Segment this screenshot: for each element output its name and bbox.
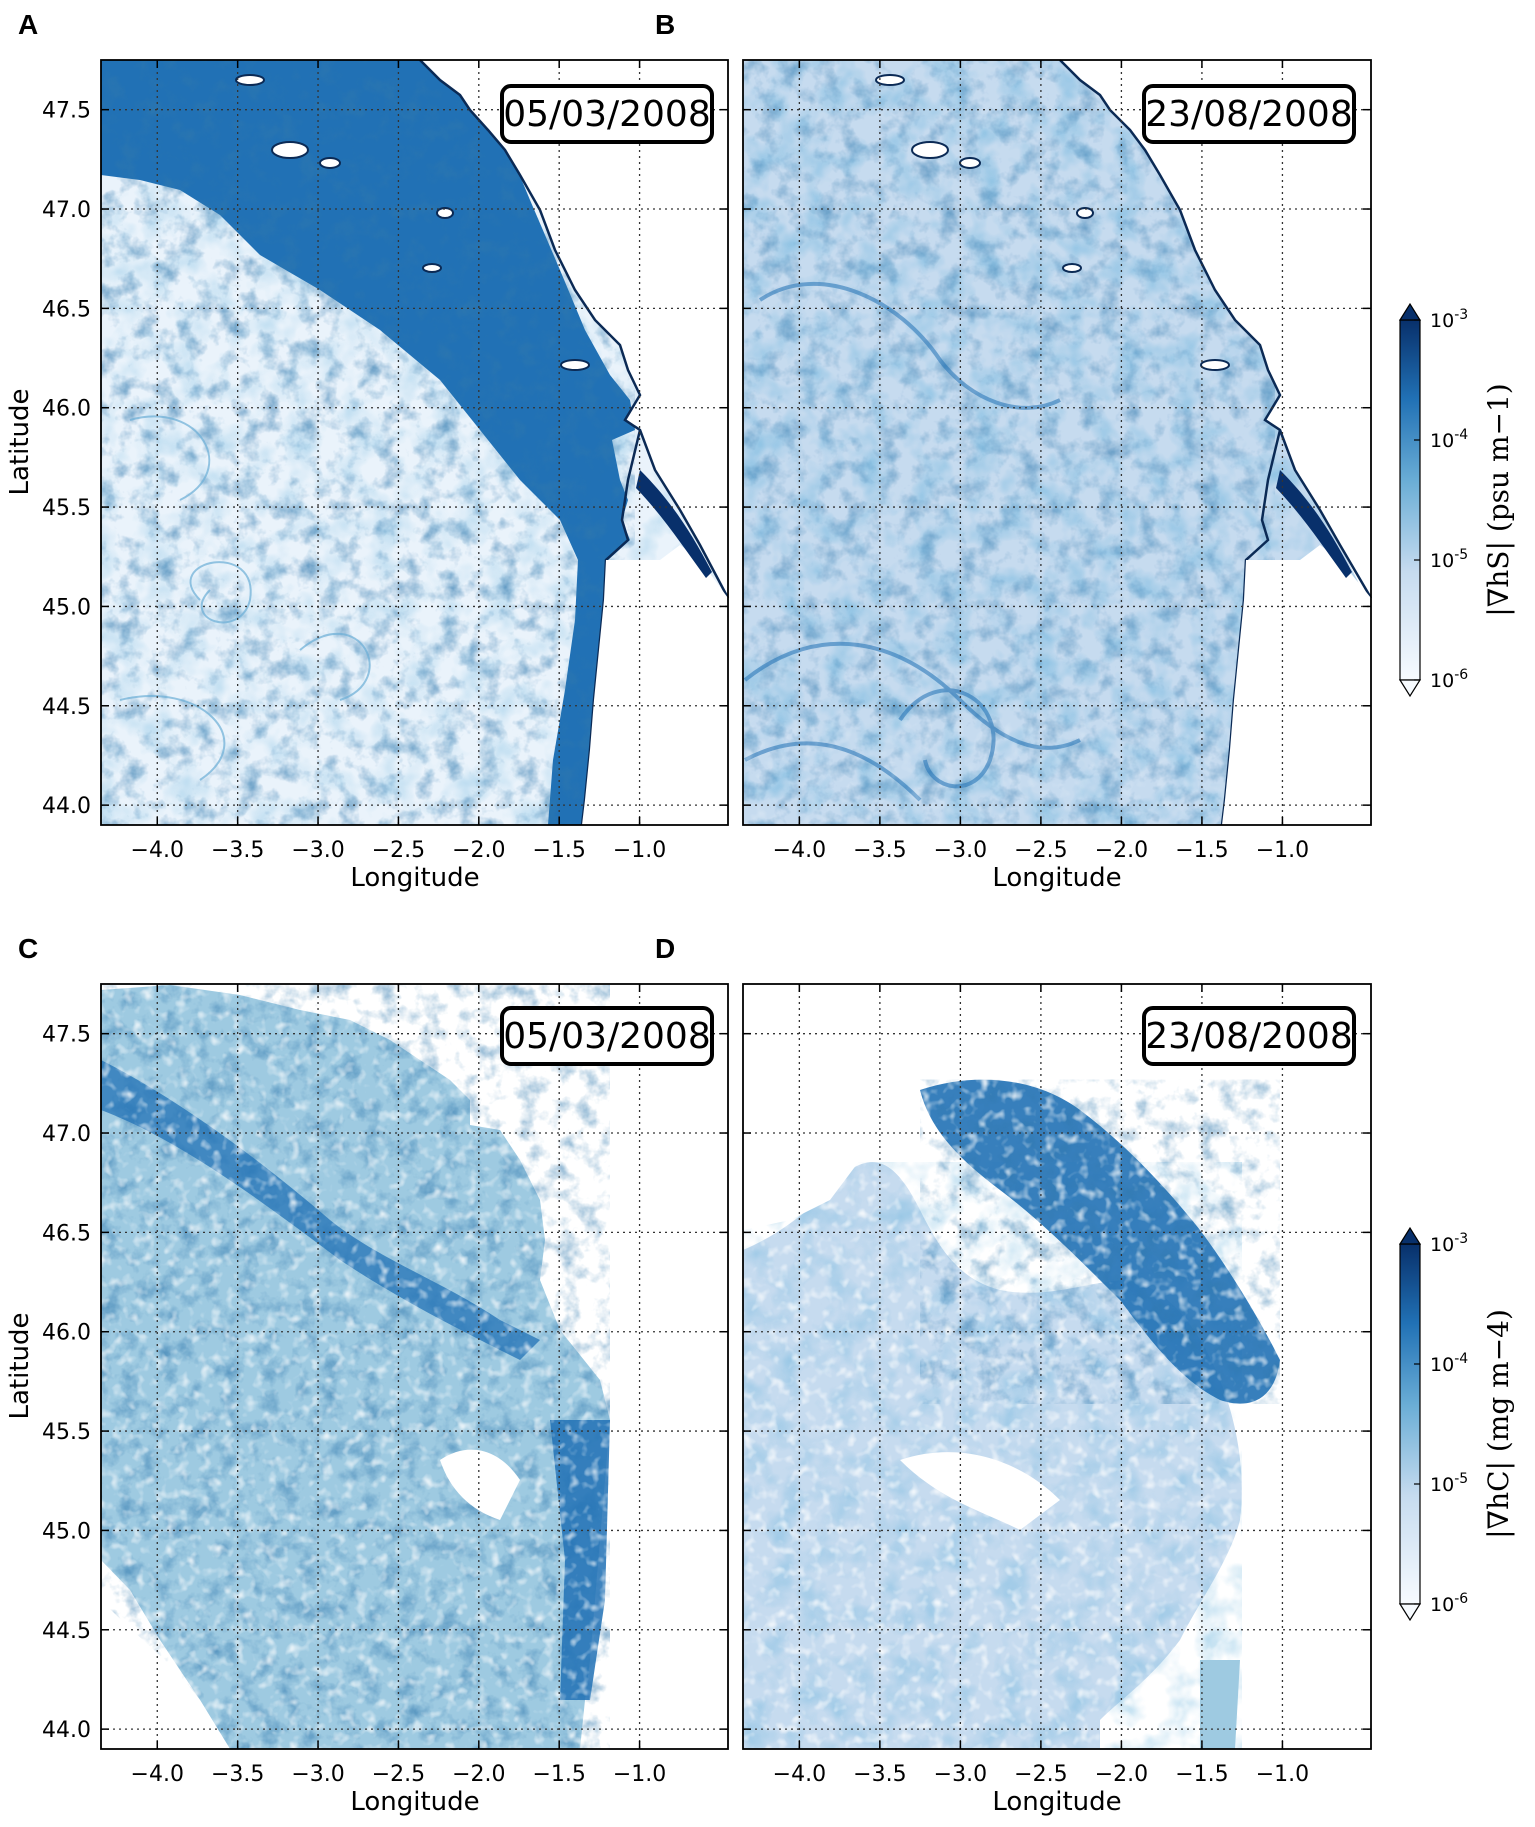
x-tick-label: −3.5 — [211, 838, 264, 863]
colorbar-tick-label: 10-4 — [1430, 427, 1468, 452]
y-tick-label: 44.0 — [42, 1718, 91, 1743]
x-tick-label: −4.0 — [773, 1762, 826, 1787]
colorbar-tick-label: 10-6 — [1430, 667, 1468, 692]
y-tick-label: 45.5 — [42, 496, 91, 521]
axes: −4.0 −3.5 −3.0 −2.5 −2.0 −1.5 −1.0 44.0 44.5 45.0… — [42, 59, 1372, 1787]
y-tick-label: 45.0 — [42, 1519, 91, 1544]
panel-letter-d: D — [655, 933, 675, 964]
x-tick-label: −2.0 — [452, 838, 505, 863]
colorbar-bottom: 10-3 10-4 10-5 10-6 |∇hC| (mg m−4) — [1398, 1226, 1515, 1622]
svg-text:05/03/2008: 05/03/2008 — [503, 1016, 711, 1057]
x-tick-label: −2.5 — [372, 1762, 425, 1787]
plot-frame — [100, 983, 729, 1750]
y-tick-label: 44.5 — [42, 695, 91, 720]
x-tick-label: −3.0 — [934, 838, 987, 863]
x-tick-label: −2.0 — [1095, 838, 1148, 863]
y-tick-label: 44.5 — [42, 1619, 91, 1644]
x-tick-label: −1.5 — [532, 838, 585, 863]
y-tick-label: 47.5 — [42, 1023, 91, 1048]
y-tick-label: 47.5 — [42, 99, 91, 124]
x-tick-label: −4.0 — [773, 838, 826, 863]
x-tick-label: −4.0 — [131, 838, 184, 863]
colorbar-tick-label: 10-5 — [1430, 1471, 1468, 1496]
x-tick-label: −1.5 — [1175, 838, 1228, 863]
colorbar-tick-label: 10-3 — [1430, 1231, 1468, 1256]
plot-frame — [742, 59, 1372, 826]
colorbar-label-bottom: |∇hC| (mg m−4) — [1482, 1309, 1515, 1539]
date-label-d: 23/08/2008 — [1142, 1006, 1356, 1066]
colorbar-top: 10-3 10-4 10-5 10-6 |∇hS| (psu m−1) — [1398, 302, 1515, 698]
date-label-a: 05/03/2008 — [500, 84, 714, 144]
svg-text:05/03/2008: 05/03/2008 — [503, 94, 711, 135]
x-tick-label: −2.0 — [452, 1762, 505, 1787]
y-tick-label: 47.0 — [42, 1122, 91, 1147]
x-tick-label: −2.5 — [1014, 1762, 1067, 1787]
date-label-b: 23/08/2008 — [1142, 84, 1356, 144]
y-axis-title-a: Latitude — [5, 388, 35, 495]
y-tick-label: 46.5 — [42, 297, 91, 322]
y-tick-label: 47.0 — [42, 198, 91, 223]
x-tick-label: −3.5 — [853, 838, 906, 863]
panel-c — [101, 984, 728, 1749]
x-tick-label: −3.0 — [934, 1762, 987, 1787]
colorbar-tick-label: 10-4 — [1430, 1351, 1468, 1376]
panel-a — [101, 59, 730, 826]
plot-frame — [100, 59, 729, 826]
x-tick-label: −1.0 — [1256, 838, 1309, 863]
y-tick-label: 45.5 — [42, 1420, 91, 1445]
x-tick-label: −3.5 — [853, 1762, 906, 1787]
y-axis-title-c: Latitude — [5, 1312, 35, 1419]
colorbar-tick-label: 10-5 — [1430, 547, 1468, 572]
x-tick-label: −1.5 — [1175, 1762, 1228, 1787]
x-axis-title-b: Longitude — [992, 863, 1121, 893]
svg-text:23/08/2008: 23/08/2008 — [1145, 1016, 1353, 1057]
plot-frame — [742, 983, 1372, 1750]
x-tick-label: −3.5 — [211, 1762, 264, 1787]
y-tick-label: 45.0 — [42, 595, 91, 620]
date-label-c: 05/03/2008 — [500, 1006, 714, 1066]
x-axis-title-a: Longitude — [350, 863, 479, 893]
x-tick-label: −2.5 — [372, 838, 425, 863]
x-tick-label: −1.0 — [1256, 1762, 1309, 1787]
y-tick-label: 46.5 — [42, 1221, 91, 1246]
panel-d — [743, 984, 1371, 1749]
colorbar-tick-label: 10-3 — [1430, 307, 1468, 332]
y-tick-label: 44.0 — [42, 794, 91, 819]
x-tick-label: −1.5 — [532, 1762, 585, 1787]
panel-letter-b: B — [655, 9, 675, 40]
x-axis-title-d: Longitude — [992, 1787, 1121, 1817]
x-tick-label: −1.0 — [613, 1762, 666, 1787]
x-tick-label: −4.0 — [131, 1762, 184, 1787]
panel-letter-c: C — [18, 933, 38, 964]
grid — [101, 60, 1371, 1749]
x-tick-label: −2.5 — [1014, 838, 1067, 863]
x-tick-label: −3.0 — [291, 1762, 344, 1787]
y-tick-label: 46.0 — [42, 1321, 91, 1346]
colorbar-label-top: |∇hS| (psu m−1) — [1482, 383, 1515, 616]
svg-text:23/08/2008: 23/08/2008 — [1145, 94, 1353, 135]
x-tick-label: −1.0 — [613, 838, 666, 863]
x-axis-title-c: Longitude — [350, 1787, 479, 1817]
panel-letter-a: A — [18, 9, 38, 40]
x-tick-label: −2.0 — [1095, 1762, 1148, 1787]
x-tick-label: −3.0 — [291, 838, 344, 863]
panel-b — [743, 59, 1373, 826]
y-tick-label: 46.0 — [42, 397, 91, 422]
colorbar-tick-label: 10-6 — [1430, 1591, 1468, 1616]
